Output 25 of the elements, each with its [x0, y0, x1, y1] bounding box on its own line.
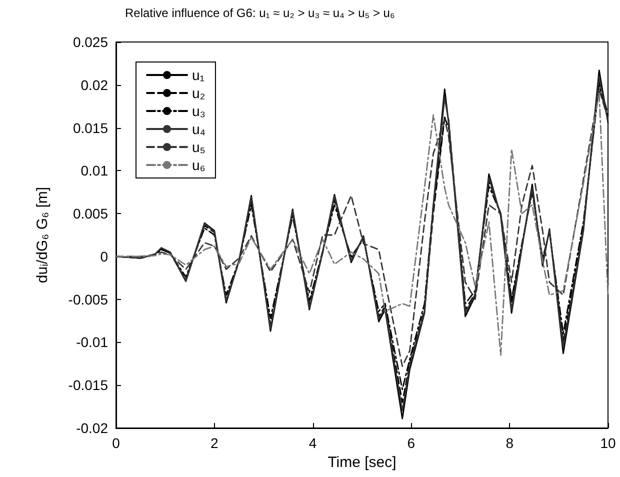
y-tick-label: 0.005	[72, 206, 108, 222]
x-tick-label: 8	[506, 435, 514, 451]
legend-label: u₅	[192, 139, 206, 155]
legend-label: u₆	[192, 157, 206, 173]
y-axis-title: duᵢ/dG₆ G₆ [m]	[34, 186, 51, 284]
chart-title: Relative influence of G6: u₁ ≈ u₂ > u₃ ≈ u₄ > u₅ > u₆	[125, 6, 395, 20]
y-tick-label: 0.02	[80, 76, 108, 93]
y-tick-label: -0.02	[76, 420, 108, 436]
x-tick-label: 2	[210, 435, 218, 451]
legend-label: u₁	[192, 67, 205, 83]
x-axis-title: Time [sec]	[328, 454, 396, 471]
legend-label: u₄	[192, 121, 206, 137]
x-tick-label: 10	[600, 435, 616, 451]
y-tick-label: 0.015	[72, 120, 108, 136]
y-tick-label: -0.005	[68, 291, 108, 308]
legend-label: u₂	[192, 85, 206, 101]
x-tick-label: 0	[112, 435, 120, 451]
y-tick-label: 0.01	[80, 162, 108, 179]
x-tick-label: 6	[407, 435, 416, 451]
y-tick-label: 0.025	[72, 34, 108, 50]
y-tick-label: 0	[100, 248, 108, 264]
y-tick-label: -0.01	[76, 334, 108, 350]
y-tick-label: -0.015	[68, 377, 108, 394]
legend-label: u₃	[192, 103, 206, 119]
x-tick-label: 4	[308, 435, 317, 451]
